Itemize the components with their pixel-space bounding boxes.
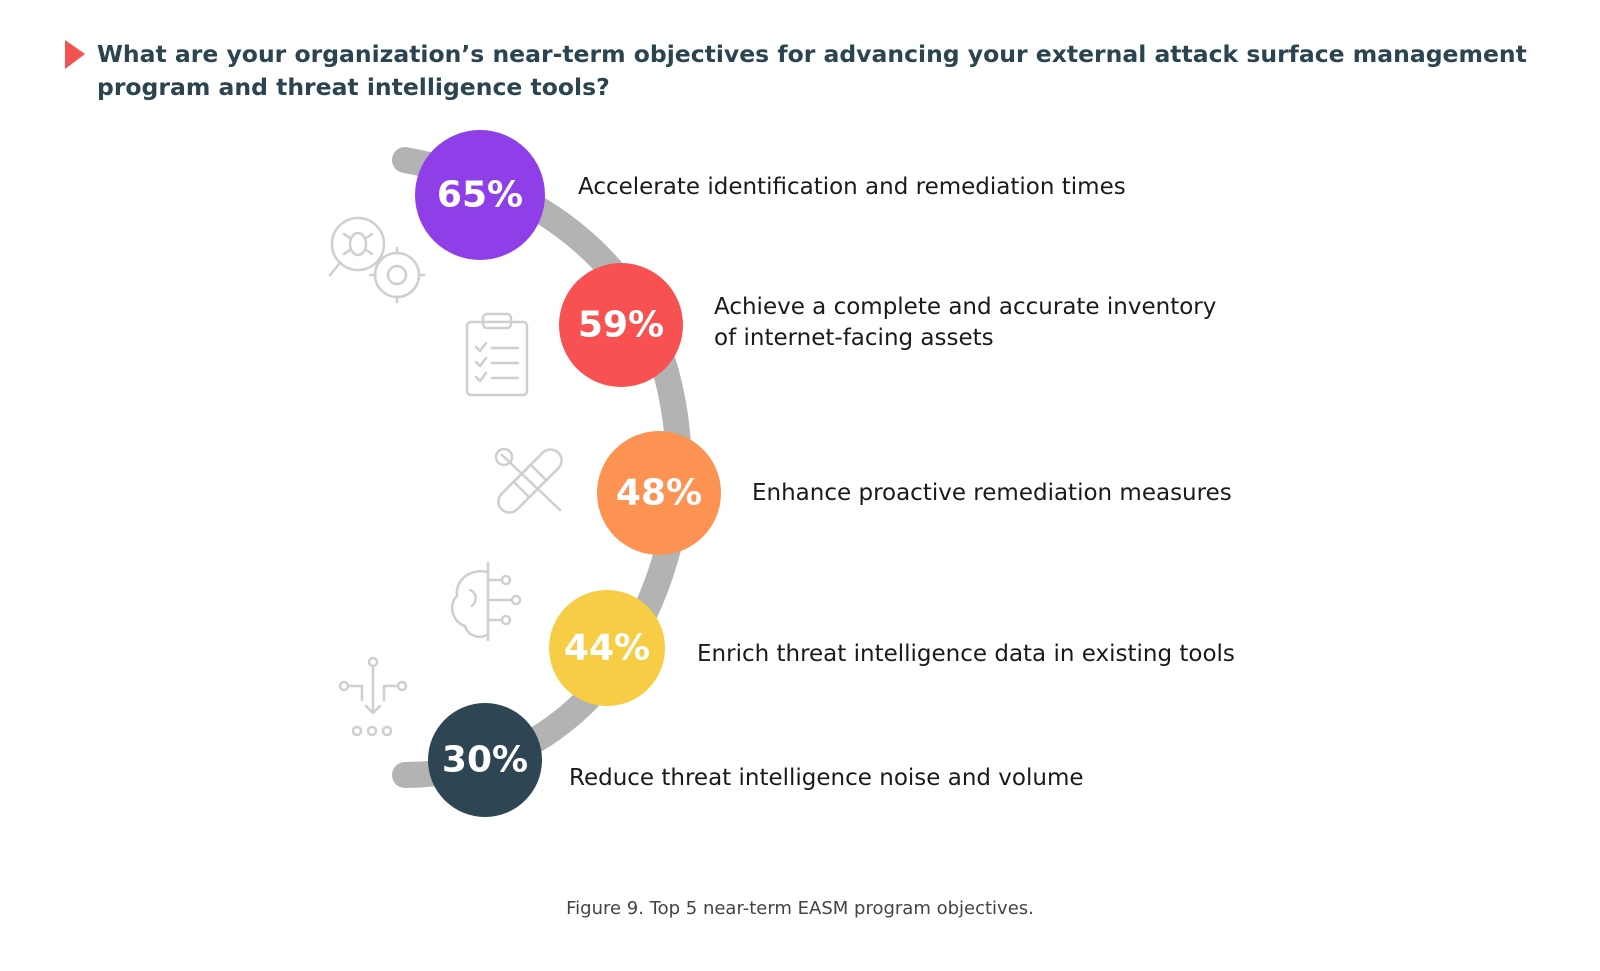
tools-bandage-icon	[494, 447, 563, 514]
objective-circle-5	[428, 703, 542, 817]
objective-circle-1	[415, 130, 545, 260]
objective-circle-3	[597, 431, 721, 555]
objective-label-line: of internet-facing assets	[714, 325, 994, 351]
objective-label-2: Achieve a complete and accurate inventor…	[714, 292, 1434, 354]
objective-percent-2: 59%	[578, 305, 664, 346]
objective-label-line: Enhance proactive remediation measures	[752, 480, 1232, 506]
brain-circuit-icon	[450, 561, 522, 642]
objective-label-line: Achieve a complete and accurate inventor…	[714, 294, 1217, 320]
objective-circle-2	[559, 263, 683, 387]
objective-percent-5: 30%	[442, 740, 528, 781]
objective-percent-3: 48%	[616, 473, 702, 514]
figure-caption: Figure 9. Top 5 near-term EASM program o…	[566, 898, 1034, 919]
objective-label-1: Accelerate identification and remediatio…	[578, 172, 1298, 203]
objective-percent-1: 65%	[437, 175, 523, 216]
objective-percent-4: 44%	[564, 628, 650, 669]
objective-label-4: Enrich threat intelligence data in exist…	[697, 639, 1417, 670]
question-marker-icon	[65, 40, 85, 69]
objective-label-3: Enhance proactive remediation measures	[752, 478, 1472, 509]
data-flow-icon	[338, 656, 408, 737]
objective-circle-4	[549, 590, 665, 706]
objective-label-line: Enrich threat intelligence data in exist…	[697, 641, 1235, 667]
objective-label-line: Accelerate identification and remediatio…	[578, 174, 1126, 200]
bug-gear-icon	[328, 216, 426, 304]
clipboard-checklist-icon	[465, 312, 529, 397]
objective-label-line: Reduce threat intelligence noise and vol…	[569, 765, 1084, 791]
objective-label-5: Reduce threat intelligence noise and vol…	[569, 763, 1289, 794]
question-title: What are your organization’s near-term o…	[97, 40, 1527, 101]
